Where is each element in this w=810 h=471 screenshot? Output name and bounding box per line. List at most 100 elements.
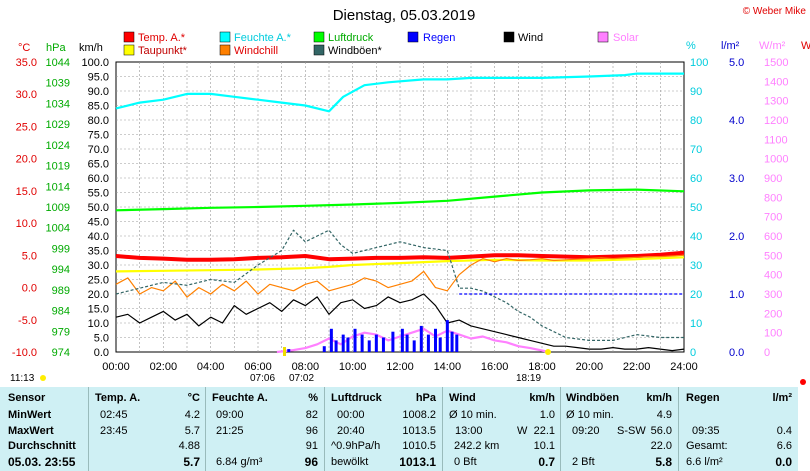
tick-label-solar: 300 xyxy=(764,289,782,301)
current-gusts-bft: 2 Bft xyxy=(572,456,595,468)
tick-label-wind: 55.0 xyxy=(88,188,109,200)
x-tick-label: 00:00 xyxy=(102,361,130,373)
weather-condition: bewölkt xyxy=(331,456,369,468)
series-line-wind xyxy=(115,293,685,352)
tick-label-solar: 0 xyxy=(764,347,770,359)
table-header-gusts-unit: km/h xyxy=(646,392,672,404)
tick-label-solar: 1300 xyxy=(764,96,788,108)
rain-bar xyxy=(346,337,350,352)
tick-label-humidity: 60 xyxy=(690,173,702,185)
table-header-wind-unit: km/h xyxy=(529,392,555,404)
absolute-humidity: 6.84 g/m³ xyxy=(216,456,263,468)
tick-label-solar: 600 xyxy=(764,231,782,243)
tick-label-solar: 1000 xyxy=(764,154,788,166)
x-tick-label: 18:00 xyxy=(528,361,556,373)
current-humidity-value: 96 xyxy=(304,455,318,469)
rain-bar xyxy=(426,334,430,352)
x-tick-label: 02:00 xyxy=(150,361,178,373)
tick-label-humidity: 50 xyxy=(690,202,702,214)
tick-label-humidity: 0 xyxy=(690,347,696,359)
row-label-current: 05.03. 23:55 xyxy=(8,455,76,469)
rain-bar xyxy=(374,334,378,352)
rain-bar xyxy=(360,334,364,352)
tick-label-humidity: 90 xyxy=(690,86,702,98)
unit-rain: l/m² xyxy=(721,40,740,52)
x-tick-label: 14:00 xyxy=(434,361,462,373)
tick-label-wind: 70.0 xyxy=(88,144,109,156)
x-tick-label: 06:00 xyxy=(244,361,272,373)
legend-swatch-rain xyxy=(407,31,419,43)
table-divider xyxy=(88,387,89,471)
legend-label-pressure: Luftdruck xyxy=(328,32,374,44)
unit-solar: W/m² xyxy=(759,40,786,52)
tick-label-wind: 0.0 xyxy=(94,347,109,359)
tick-label-solar: 1500 xyxy=(764,57,788,69)
min-wind-value: 1.0 xyxy=(539,409,555,421)
tick-label-pressure: 994 xyxy=(52,264,70,276)
avg-pressure-value: 1010.5 xyxy=(402,440,436,452)
rain-bar xyxy=(367,340,371,352)
avg-humidity-value: 91 xyxy=(305,440,318,452)
legend-label-gusts: Windböen* xyxy=(328,45,383,57)
tick-label-solar: 100 xyxy=(764,328,782,340)
table-header-pressure-unit: hPa xyxy=(415,392,436,404)
tick-label-pressure: 1039 xyxy=(46,78,70,90)
current-gusts-value: 5.8 xyxy=(655,455,672,469)
tick-label-pressure: 1009 xyxy=(46,202,70,214)
row-label-average: Durchschnitt xyxy=(8,440,76,452)
unit-extra: W xyxy=(801,40,810,52)
legend-label-solar: Solar xyxy=(613,32,639,44)
max-gusts-direction: S-SW xyxy=(617,425,646,437)
tick-label-pressure: 979 xyxy=(52,326,70,338)
sunrise-label: 07:06 xyxy=(250,373,275,384)
legend-swatch-wind xyxy=(503,31,515,43)
rain-bar xyxy=(405,334,409,352)
rain-total-label: Gesamt: xyxy=(686,440,728,452)
chart-marks xyxy=(115,72,685,354)
rain-bar xyxy=(391,331,395,352)
tick-label-wind: 85.0 xyxy=(88,101,109,113)
tick-label-pressure: 999 xyxy=(52,243,70,255)
tick-label-wind: 100.0 xyxy=(81,57,109,69)
rain-bar xyxy=(287,349,291,352)
sunset-label: 18:19 xyxy=(516,373,541,384)
series-line-temp-a xyxy=(115,250,685,262)
table-header-temp-unit: °C xyxy=(187,392,200,404)
min-gusts-value: 4.9 xyxy=(656,409,672,421)
legend-swatch-solar xyxy=(597,31,609,43)
series-line-feuchte-a xyxy=(115,72,684,113)
rain-bar xyxy=(400,328,404,352)
legend-label-temp: Temp. A.* xyxy=(138,32,186,44)
tick-label-pressure: 1024 xyxy=(46,140,70,152)
tick-label-pressure: 1034 xyxy=(46,98,70,110)
tick-label-wind: 10.0 xyxy=(88,318,109,330)
max-wind-direction: W xyxy=(517,425,528,437)
min-temp-time: 02:45 xyxy=(100,409,128,421)
x-tick-label: 12:00 xyxy=(386,361,414,373)
tick-label-humidity: 40 xyxy=(690,231,702,243)
day-length-sun-icon xyxy=(40,375,46,381)
legend-swatch-pressure xyxy=(313,31,325,43)
x-tick-label: 24:00 xyxy=(670,361,698,373)
rain-bar xyxy=(341,334,345,352)
x-tick-label: 04:00 xyxy=(197,361,225,373)
tick-label-pressure: 1004 xyxy=(46,223,70,235)
max-humidity-value: 96 xyxy=(305,425,318,437)
legend-label-humidity: Feuchte A.* xyxy=(234,32,292,44)
row-label-max: MaxWert xyxy=(8,425,54,437)
legend-label-dewpoint: Taupunkt* xyxy=(138,45,188,57)
tick-label-solar: 500 xyxy=(764,250,782,262)
chart-title: Dienstag, 05.03.2019 xyxy=(333,7,476,24)
tick-label-solar: 1100 xyxy=(764,134,788,146)
max-humidity-time: 21:25 xyxy=(216,425,244,437)
tick-label-wind: 50.0 xyxy=(88,202,109,214)
max-pressure-time: 20:40 xyxy=(337,425,365,437)
tick-label-temp: 15.0 xyxy=(16,186,37,198)
tick-label-humidity: 30 xyxy=(690,260,702,272)
tick-label-pressure: 974 xyxy=(52,347,70,359)
current-wind-bft: 0 Bft xyxy=(454,456,477,468)
weather-chart: Dienstag, 05.03.2019 © Weber Mike Temp. … xyxy=(10,6,810,385)
corner-sun-icon xyxy=(800,379,806,385)
tick-label-pressure: 989 xyxy=(52,285,70,297)
table-header-temp: Temp. A. xyxy=(95,392,141,404)
